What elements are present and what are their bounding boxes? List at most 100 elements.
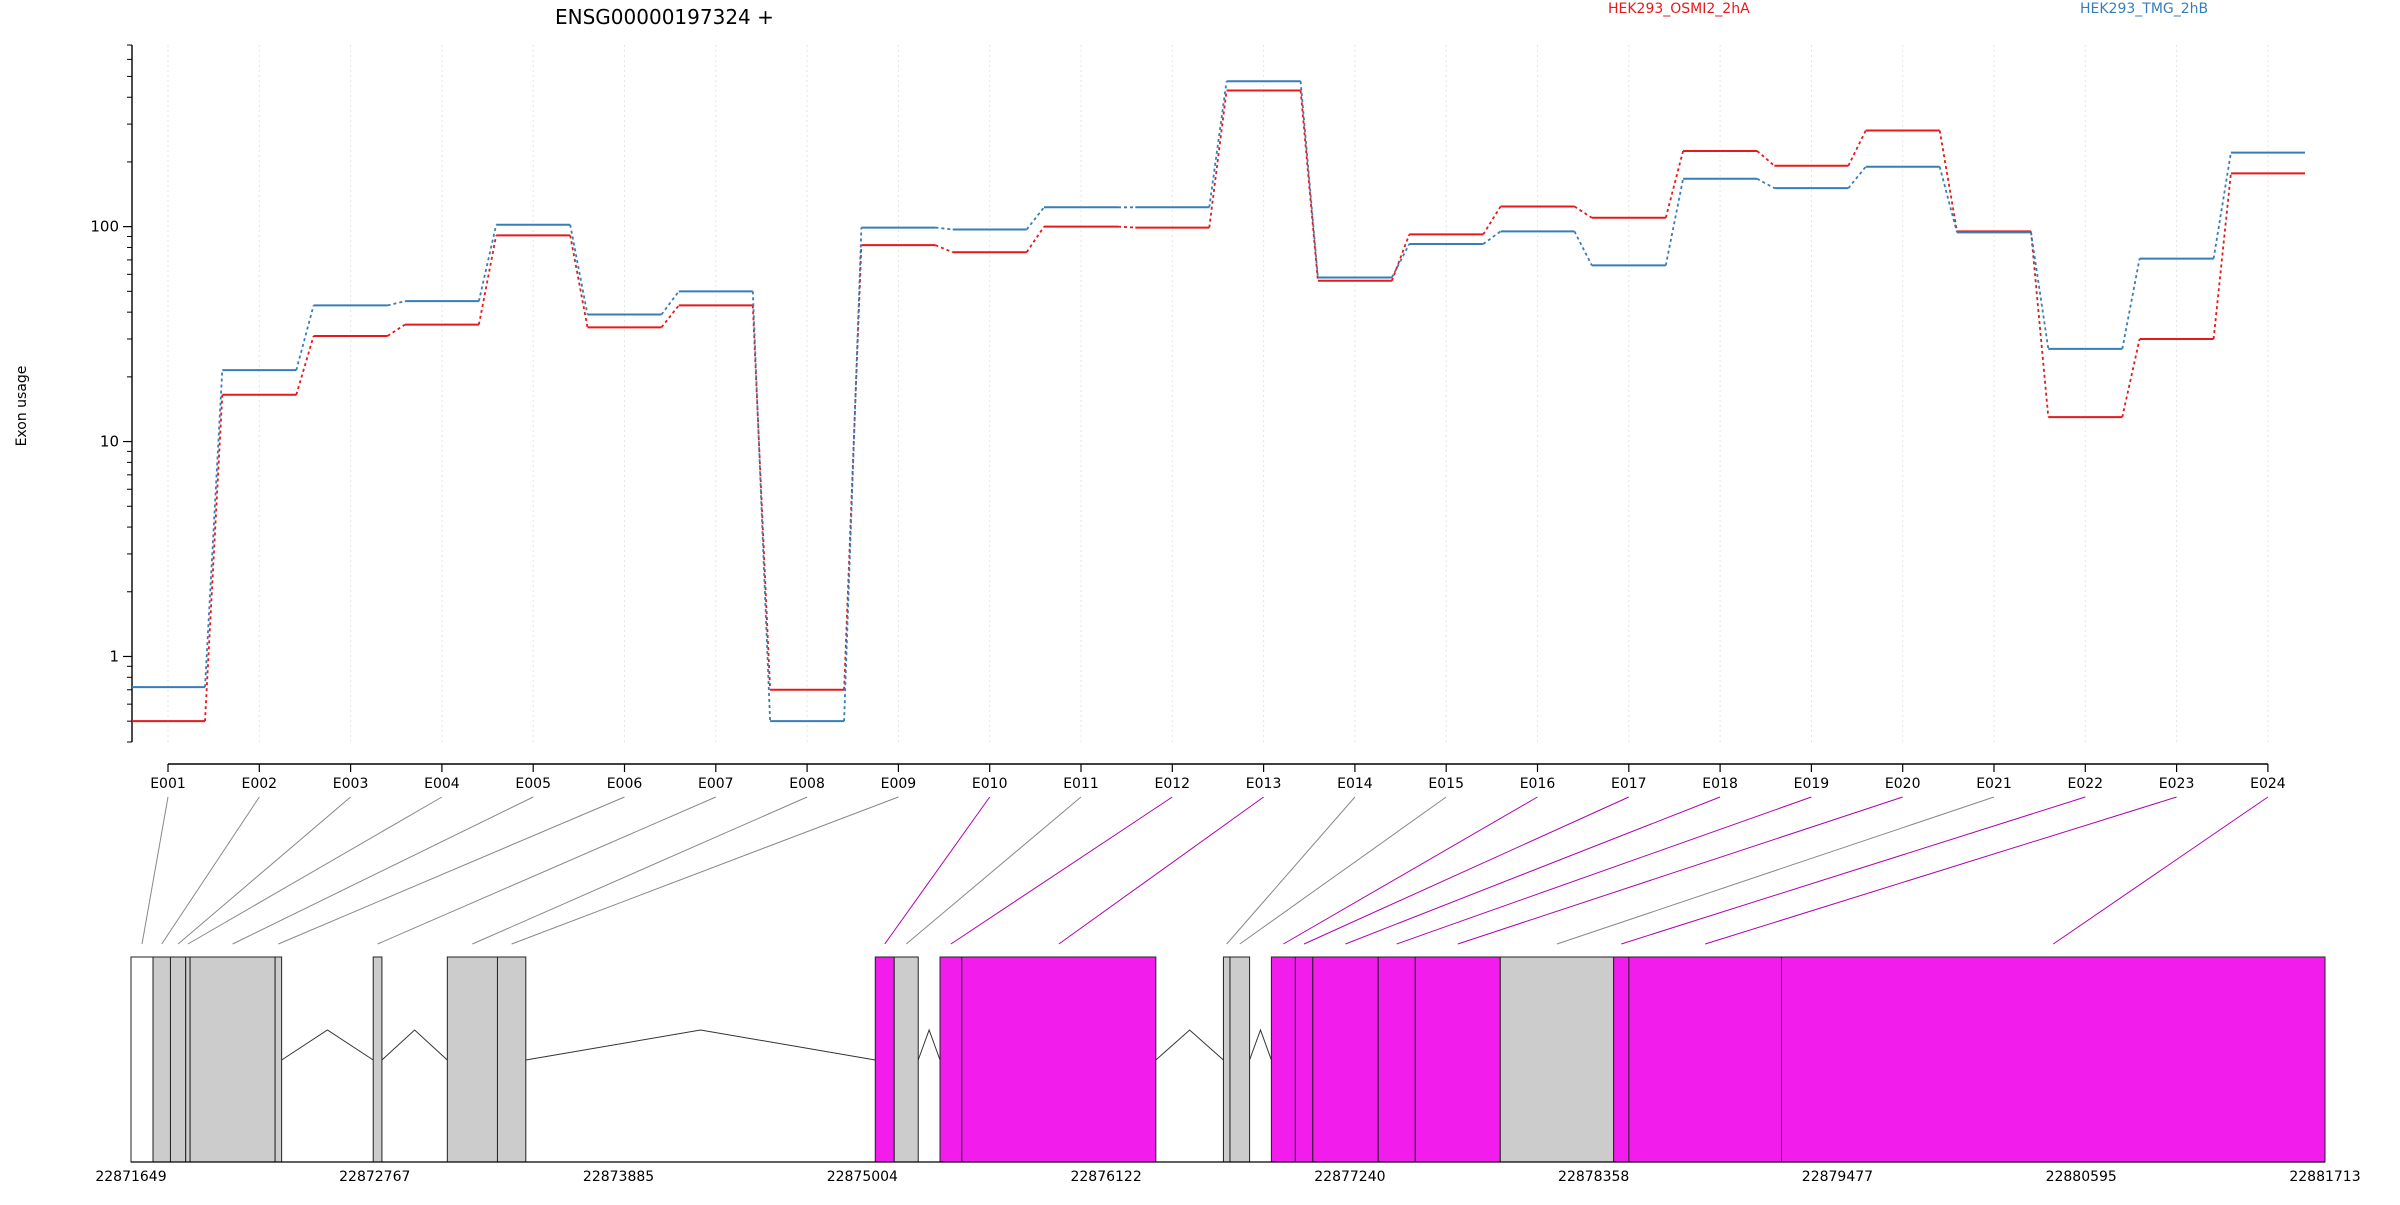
exon-E003 [169, 956, 187, 1163]
series-1 [132, 80, 2305, 723]
genomic-coordinate-label: 22876122 [1070, 1169, 1141, 1185]
series-1-link [1391, 243, 1410, 278]
connector-E009 [511, 796, 899, 945]
x-tick-label-E011: E011 [1063, 776, 1099, 792]
genomic-coordinate-label: 22877240 [1314, 1169, 1385, 1185]
connector-E011 [905, 796, 1082, 945]
exon-E018 [1312, 956, 1379, 1163]
series-1-link [1482, 230, 1502, 245]
connector-E002 [161, 796, 260, 945]
x-tick-label-E004: E004 [424, 776, 460, 792]
connector-E022 [1621, 796, 2086, 945]
x-tick-label-E003: E003 [333, 776, 369, 792]
series-1-link [295, 305, 315, 371]
connector-E007 [377, 796, 716, 945]
connector-E014 [1226, 796, 1356, 945]
series-1-link [387, 300, 406, 307]
x-tick-label-E002: E002 [242, 776, 278, 792]
series-1-link [1299, 81, 1319, 278]
series-0-link [1025, 226, 1045, 253]
genomic-coordinate-label: 22871649 [95, 1169, 166, 1185]
legend-entry-series-a: HEK293_OSMI2_2hA [1608, 1, 1750, 17]
connector-E019 [1396, 796, 1812, 945]
y-tick-label-100: 100 [90, 218, 119, 236]
x-tick-label-E010: E010 [972, 776, 1008, 792]
x-tick-label-E024: E024 [2250, 776, 2286, 792]
series-1-link [204, 370, 224, 688]
connector-E023 [1705, 796, 2177, 945]
exon-E012 [939, 956, 963, 1163]
exon-E016 [1270, 956, 1296, 1163]
x-tick-label-E013: E013 [1246, 776, 1282, 792]
series-1-link [1208, 81, 1228, 208]
series-0-link [569, 235, 589, 328]
connector-E018 [1345, 796, 1721, 945]
x-tick-label-E019: E019 [1794, 776, 1830, 792]
exon-E022 [1613, 956, 1630, 1163]
series-0-link [1391, 234, 1411, 282]
series-1-link [843, 227, 863, 722]
gene-model: 22871649 22872767 22873885 22875004 22876122… [95, 956, 2361, 1185]
series-0-link [2212, 173, 2232, 340]
genomic-coordinate-label: 22875004 [827, 1169, 898, 1185]
exon-E009 [496, 956, 527, 1163]
exon-E002 [152, 956, 171, 1163]
exon-E021 [1499, 956, 1615, 1163]
connector-E013 [1058, 796, 1264, 945]
series-0-link [2030, 231, 2050, 418]
exon-E011 [893, 956, 919, 1163]
connector-E015 [1239, 796, 1447, 945]
chart-title: ENSG00000197324 + [555, 5, 774, 29]
x-tick-label-E006: E006 [607, 776, 643, 792]
exon-E013 [961, 956, 1157, 1163]
series-0-link [1847, 130, 1867, 167]
x-tick-label-E017: E017 [1611, 776, 1647, 792]
connector-E024 [2052, 796, 2269, 945]
connector-E003 [177, 796, 351, 945]
grid [167, 45, 2269, 742]
legend-entry-series-b: HEK293_TMG_2hB [2080, 1, 2208, 17]
genomic-coordinate-label: 22873885 [583, 1169, 654, 1185]
exon-E010 [874, 956, 895, 1163]
series-1-link [660, 290, 680, 316]
series-1-link [569, 224, 589, 315]
connector-E010 [884, 796, 991, 945]
x-tick-label-E009: E009 [881, 776, 917, 792]
intron-5 [1155, 1029, 1224, 1061]
series-0-link [1208, 90, 1228, 228]
connector-E006 [278, 796, 625, 945]
x-tick-label-E016: E016 [1520, 776, 1556, 792]
exon-E017 [1294, 956, 1314, 1163]
y-tick-label-10: 10 [100, 433, 119, 451]
exon-E014 [1222, 956, 1231, 1163]
connector-E004 [187, 796, 443, 945]
x-tick-label-E023: E023 [2159, 776, 2195, 792]
intron-3 [525, 1029, 876, 1061]
series-0-link [1117, 225, 1136, 229]
exon-E007 [372, 956, 383, 1163]
exon-E004 [185, 956, 191, 1163]
exon-E005 [189, 956, 276, 1163]
series-1-link [935, 226, 953, 231]
chart-text: ENSG00000197324 + Exon usage HEK293_OSMI… [14, 1, 2208, 446]
genomic-coordinate-label: 22872767 [339, 1169, 410, 1185]
x-tick-label-E018: E018 [1702, 776, 1738, 792]
x-tick-label-E022: E022 [2068, 776, 2104, 792]
x-tick-label-E014: E014 [1337, 776, 1373, 792]
series-0-link [1482, 206, 1502, 235]
series-1-link [1025, 206, 1045, 231]
intron-4 [917, 1028, 941, 1061]
series-0-link [387, 323, 406, 337]
series-0-link [1299, 90, 1319, 281]
series-0-link [1664, 150, 1684, 218]
x-tick-label-E007: E007 [698, 776, 734, 792]
series-0-link [1574, 205, 1593, 219]
exon-E020 [1414, 956, 1501, 1163]
genomic-coordinate-label: 22878358 [1558, 1169, 1629, 1185]
x-tick-label-E012: E012 [1155, 776, 1191, 792]
series-0-link [935, 244, 954, 254]
series-1-link [1938, 166, 1958, 233]
intron-2 [381, 1029, 448, 1061]
